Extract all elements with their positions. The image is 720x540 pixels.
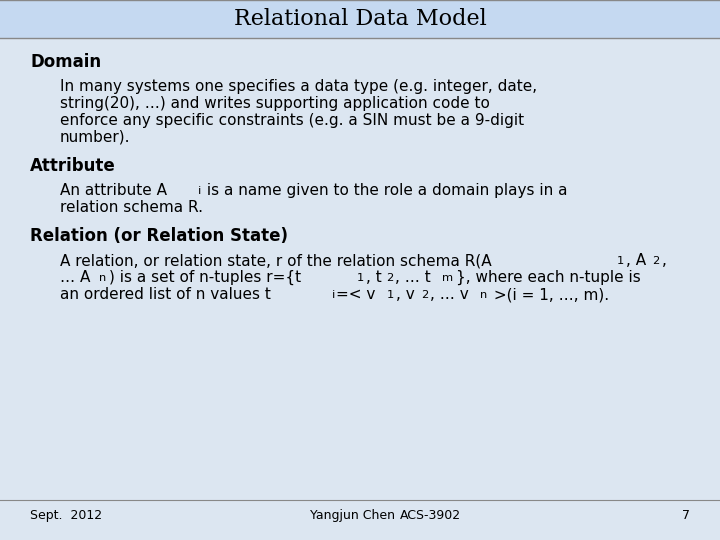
Text: ACS-3902: ACS-3902: [400, 509, 461, 522]
Text: Domain: Domain: [30, 53, 101, 71]
Text: Yangjun Chen: Yangjun Chen: [310, 509, 395, 522]
Text: , … t: , … t: [395, 270, 431, 285]
Text: , A: , A: [626, 253, 647, 268]
Text: 2: 2: [420, 291, 428, 300]
Text: Attribute: Attribute: [30, 157, 116, 175]
Text: }, where each n-tuple is: }, where each n-tuple is: [456, 270, 641, 285]
Text: i: i: [198, 186, 202, 197]
Text: i: i: [332, 291, 336, 300]
Text: string(20), …) and writes supporting application code to: string(20), …) and writes supporting app…: [60, 96, 490, 111]
Text: , t: , t: [366, 270, 382, 285]
Text: n: n: [480, 291, 487, 300]
Bar: [0, 0, 720, 38]
Text: =< v: =< v: [336, 287, 376, 302]
Text: 1: 1: [387, 291, 395, 300]
Text: ,: ,: [662, 253, 667, 268]
Text: A relation, or relation state, r of the relation schema R(A: A relation, or relation state, r of the …: [60, 253, 492, 268]
Text: 1: 1: [356, 273, 364, 284]
Text: relation schema R.: relation schema R.: [60, 200, 203, 215]
Text: ) is a set of n-tuples r={t: ) is a set of n-tuples r={t: [109, 270, 301, 285]
Text: >(i = 1, …, m).: >(i = 1, …, m).: [490, 287, 609, 302]
Text: … A: … A: [60, 270, 91, 285]
Text: enforce any specific constraints (e.g. a SIN must be a 9-digit: enforce any specific constraints (e.g. a…: [60, 113, 524, 128]
Text: 2: 2: [386, 273, 393, 284]
Text: n: n: [99, 273, 107, 284]
Text: m: m: [441, 273, 453, 284]
Text: In many systems one specifies a data type (e.g. integer, date,: In many systems one specifies a data typ…: [60, 79, 537, 94]
Text: An attribute A: An attribute A: [60, 183, 167, 198]
Text: Relation (or Relation State): Relation (or Relation State): [30, 227, 288, 245]
Text: 7: 7: [682, 509, 690, 522]
Text: 2: 2: [652, 256, 660, 266]
Text: , … v: , … v: [430, 287, 469, 302]
Text: an ordered list of n values t: an ordered list of n values t: [60, 287, 271, 302]
Text: Relational Data Model: Relational Data Model: [233, 8, 487, 30]
Text: 1: 1: [617, 256, 624, 266]
Text: number).: number).: [60, 130, 130, 145]
Text: Sept.  2012: Sept. 2012: [30, 509, 102, 522]
Text: is a name given to the role a domain plays in a: is a name given to the role a domain pla…: [202, 183, 568, 198]
Text: , v: , v: [397, 287, 415, 302]
